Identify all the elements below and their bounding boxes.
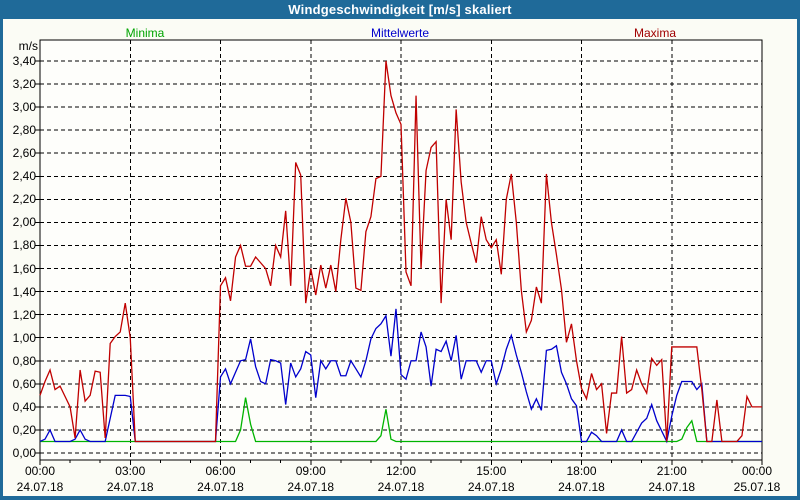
x-axis-time-label: 21:00 (656, 464, 687, 478)
x-axis-date-label: 24.07.18 (106, 480, 154, 494)
x-axis-time-label: 15:00 (476, 464, 507, 478)
y-axis-label: 0,60 (12, 376, 36, 391)
window-title: Windgeschwindigkeit [m/s] skaliert (288, 2, 512, 17)
y-axis-label: 2,20 (12, 192, 36, 207)
x-axis-time-label: 03:00 (115, 464, 146, 478)
y-axis-label: 0,80 (12, 353, 36, 368)
series-line-maxima (39, 60, 762, 443)
x-axis-date-label: 24.07.18 (648, 480, 696, 494)
window-border-left (0, 19, 3, 500)
window-border-right (797, 19, 800, 500)
x-axis-date-label: 24.07.18 (16, 480, 64, 494)
y-axis-label: 3,40 (12, 54, 36, 68)
x-axis-time-label: 00:00 (741, 464, 773, 478)
x-axis-time-label: 12:00 (385, 464, 417, 478)
y-axis-label: 2,80 (12, 123, 36, 138)
y-axis-label: 2,40 (12, 169, 36, 184)
y-axis-label: 3,20 (12, 77, 36, 92)
x-axis-time-label: 09:00 (295, 464, 326, 478)
y-axis-label: 2,60 (12, 146, 36, 161)
x-axis-date-label: 25.07.18 (733, 480, 781, 494)
x-axis-time-label: 06:00 (205, 464, 236, 478)
x-axis-time-label: 00:00 (24, 464, 56, 478)
window-border-bottom (0, 496, 800, 500)
y-axis-label: 0,40 (12, 399, 36, 414)
y-axis-label: 1,80 (12, 238, 36, 253)
plot-border (39, 39, 763, 461)
x-axis-date-label: 24.07.18 (287, 480, 335, 494)
y-axis-label: 1,20 (12, 307, 36, 322)
y-axis-label: 3,00 (12, 100, 36, 115)
x-axis-time-label: 18:00 (566, 464, 597, 478)
window-title-bar: Windgeschwindigkeit [m/s] skaliert (0, 0, 800, 19)
legend-mittelwerte: Mittelwerte (370, 26, 429, 40)
x-axis-date-label: 24.07.18 (377, 480, 425, 494)
y-axis-label: 0,20 (12, 422, 36, 437)
y-axis-label: 0,00 (12, 446, 36, 460)
y-axis-label: 2,00 (12, 215, 36, 230)
y-axis-label: 1,60 (12, 261, 36, 276)
legend-maxima: Maxima (633, 26, 676, 40)
x-axis-date-label: 24.07.18 (558, 480, 605, 494)
legend-minima: Minima (125, 26, 165, 40)
x-axis-date-label: 24.07.18 (197, 480, 244, 494)
x-axis-date-label: 24.07.18 (467, 480, 515, 494)
y-axis-label: 1,00 (12, 330, 36, 345)
y-axis-unit-label: m/s (18, 39, 38, 53)
y-axis-label: 1,40 (12, 284, 36, 299)
